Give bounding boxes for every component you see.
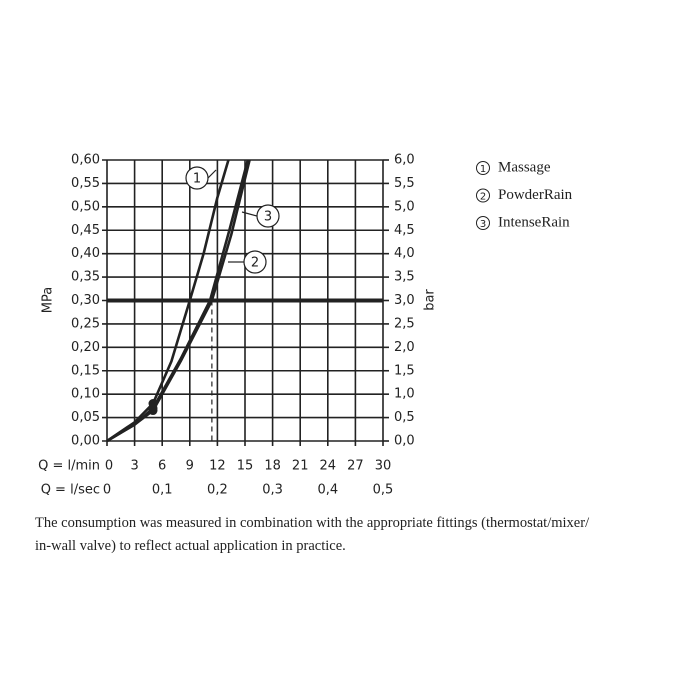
x2-axis-label: Q = l/sec xyxy=(41,483,100,498)
x-tick-label: 15 xyxy=(237,459,254,474)
y2-tick-label: 2,5 xyxy=(394,316,415,331)
y-tick-label: 0,25 xyxy=(71,316,100,331)
legend-circle xyxy=(476,161,490,175)
y2-tick-label: 0,5 xyxy=(394,410,415,425)
x-tick-label: 30 xyxy=(375,459,392,474)
series-marker: 1 xyxy=(193,172,201,187)
series-line xyxy=(106,159,230,443)
y-tick-label: 0,60 xyxy=(71,153,100,168)
y2-tick-label: 1,0 xyxy=(394,387,415,402)
series-marker-circle xyxy=(185,166,209,190)
x-tick-label: 6 xyxy=(158,459,166,474)
x2-tick-label: 0,4 xyxy=(317,483,338,498)
caption: in-wall valve) to reflect actual applica… xyxy=(35,538,346,554)
y2-tick-label: 4,0 xyxy=(394,246,415,261)
y2-tick-label: 5,0 xyxy=(394,199,415,214)
series-marker: 3 xyxy=(264,210,272,225)
x2-tick-label: 0 xyxy=(103,483,111,498)
series-dot xyxy=(148,403,158,413)
y-tick-label: 0,05 xyxy=(71,410,100,425)
x-tick-label: 3 xyxy=(130,459,138,474)
x-tick-label: 21 xyxy=(292,459,309,474)
leader-line xyxy=(241,211,258,217)
legend-label: IntenseRain xyxy=(498,214,570,230)
x-tick-label: 9 xyxy=(186,459,194,474)
x-tick-label: 24 xyxy=(320,459,337,474)
x-tick-label: 18 xyxy=(264,459,281,474)
y-tick-label: 0,40 xyxy=(71,246,100,261)
series-marker-circle xyxy=(243,250,267,274)
x-axis-label: Q = l/min xyxy=(38,459,100,474)
y2-axis-label: bar xyxy=(423,289,438,311)
y2-tick-label: 2,0 xyxy=(394,340,415,355)
leader-line xyxy=(207,169,217,179)
legend-marker: 3 xyxy=(480,219,486,230)
series-marker: 2 xyxy=(251,256,259,271)
legend-marker: 2 xyxy=(480,192,486,203)
legend-marker: 1 xyxy=(480,164,486,175)
y-tick-label: 0,10 xyxy=(71,387,100,402)
x-tick-label: 12 xyxy=(209,459,226,474)
series-marker-circle xyxy=(256,204,280,228)
legend-circle xyxy=(476,216,490,230)
y2-tick-label: 0,0 xyxy=(394,434,415,449)
y-tick-label: 0,30 xyxy=(71,293,100,308)
legend-label: PowderRain xyxy=(498,187,573,203)
x2-tick-label: 0,2 xyxy=(207,483,228,498)
x-tick-label: 0 xyxy=(105,459,113,474)
legend-circle xyxy=(476,188,490,203)
x-tick-label: 27 xyxy=(347,459,364,474)
y-tick-label: 0,20 xyxy=(71,340,100,355)
y-tick-label: 0,15 xyxy=(71,363,100,378)
caption: The consumption was measured in combinat… xyxy=(35,515,590,531)
x2-tick-label: 0,1 xyxy=(152,483,173,498)
legend-label: Massage xyxy=(498,159,551,175)
y-tick-label: 0,45 xyxy=(71,223,100,238)
y2-tick-label: 6,0 xyxy=(394,153,415,168)
y-tick-label: 0,00 xyxy=(71,434,100,449)
y2-tick-label: 1,5 xyxy=(394,363,415,378)
y-tick-label: 0,55 xyxy=(71,176,100,191)
y2-tick-label: 4,5 xyxy=(394,223,415,238)
y-axis-label: MPa xyxy=(41,287,56,313)
y2-tick-label: 5,5 xyxy=(394,176,415,191)
y-tick-label: 0,35 xyxy=(71,270,100,285)
y2-tick-label: 3,5 xyxy=(394,270,415,285)
series-line xyxy=(106,159,250,443)
y-tick-label: 0,50 xyxy=(71,199,100,214)
y2-tick-label: 3,0 xyxy=(394,293,415,308)
x2-tick-label: 0,3 xyxy=(262,483,283,498)
x2-tick-label: 0,5 xyxy=(373,483,394,498)
